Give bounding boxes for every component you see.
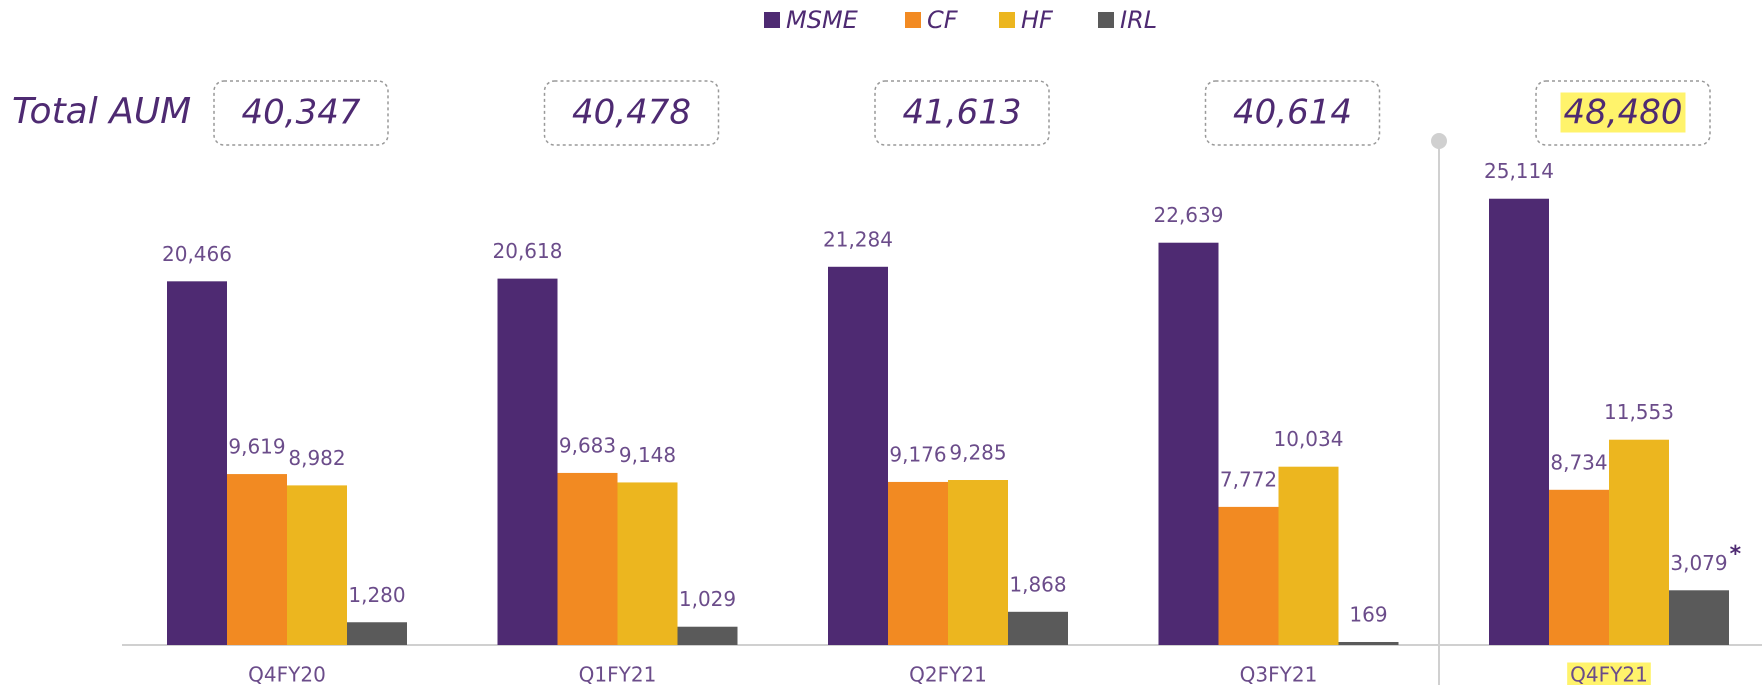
- bar: [828, 266, 888, 645]
- bar: [1278, 466, 1339, 645]
- bar: [167, 281, 227, 645]
- legend-label: HF: [1021, 6, 1054, 34]
- total-box: [874, 80, 1050, 146]
- total-value: 40,478: [572, 93, 691, 133]
- bar: [1008, 611, 1068, 645]
- totals-label: Total AUM: [12, 91, 191, 132]
- legend-swatch: [999, 12, 1015, 28]
- total-value: 48,480: [1564, 93, 1683, 133]
- data-label: 9,285: [949, 441, 1006, 465]
- data-label: 1,868: [1009, 572, 1066, 596]
- x-tick-label: Q3FY21: [1240, 663, 1318, 685]
- data-label: 1,029: [679, 587, 736, 611]
- total-value: 41,613: [903, 93, 1022, 133]
- data-label: 21,284: [823, 227, 893, 251]
- legend-swatch: [764, 12, 780, 28]
- total-box: [1535, 80, 1711, 146]
- data-label: 11,553: [1604, 400, 1674, 424]
- data-label: 9,148: [619, 443, 676, 467]
- highlight: [1560, 92, 1686, 133]
- annotation: *: [1730, 542, 1742, 567]
- bar: [227, 474, 287, 645]
- data-label: 10,034: [1274, 427, 1344, 451]
- legend-label: IRL: [1120, 6, 1157, 34]
- bar: [1158, 242, 1219, 646]
- x-tick-label: Q4FY21: [1570, 663, 1648, 685]
- data-label: 9,619: [228, 435, 285, 459]
- x-tick-label: Q1FY21: [579, 663, 657, 685]
- bar: [677, 626, 738, 645]
- divider-dot: [1431, 133, 1447, 149]
- total-box: [213, 80, 389, 146]
- data-label: 9,683: [559, 433, 616, 457]
- bar: [1669, 590, 1729, 645]
- data-label: 1,280: [348, 583, 405, 607]
- data-label: 9,176: [889, 442, 946, 466]
- data-label: 20,618: [493, 239, 563, 263]
- bar: [617, 482, 678, 645]
- bar: [948, 480, 1008, 645]
- total-value: 40,614: [1233, 93, 1352, 133]
- bar: [1489, 198, 1549, 645]
- bar: [287, 485, 347, 645]
- data-label: 169: [1349, 602, 1387, 626]
- total-value: 40,347: [242, 93, 361, 133]
- data-label: 8,982: [288, 446, 345, 470]
- bar: [1549, 489, 1609, 645]
- bar: [1338, 641, 1399, 645]
- bar: [557, 472, 618, 645]
- x-tick-label: Q2FY21: [909, 663, 987, 685]
- highlight: [1567, 662, 1651, 685]
- total-box: [1204, 80, 1381, 146]
- legend-swatch: [1098, 12, 1114, 28]
- x-tick-label: Q4FY20: [248, 663, 326, 685]
- bar: [347, 622, 407, 645]
- total-box: [543, 80, 720, 146]
- data-label: 7,772: [1220, 467, 1277, 491]
- legend-label: CF: [927, 6, 959, 34]
- legend-swatch: [905, 12, 921, 28]
- legend-label: MSME: [786, 6, 859, 34]
- bar: [888, 481, 948, 645]
- bar: [497, 278, 558, 645]
- data-label: 20,466: [162, 242, 232, 266]
- data-label: 3,079: [1670, 551, 1727, 575]
- data-label: 22,639: [1154, 203, 1224, 227]
- data-label: 25,114: [1484, 159, 1554, 183]
- bar: [1609, 439, 1669, 645]
- bar: [1218, 506, 1279, 645]
- data-label: 8,734: [1550, 450, 1607, 474]
